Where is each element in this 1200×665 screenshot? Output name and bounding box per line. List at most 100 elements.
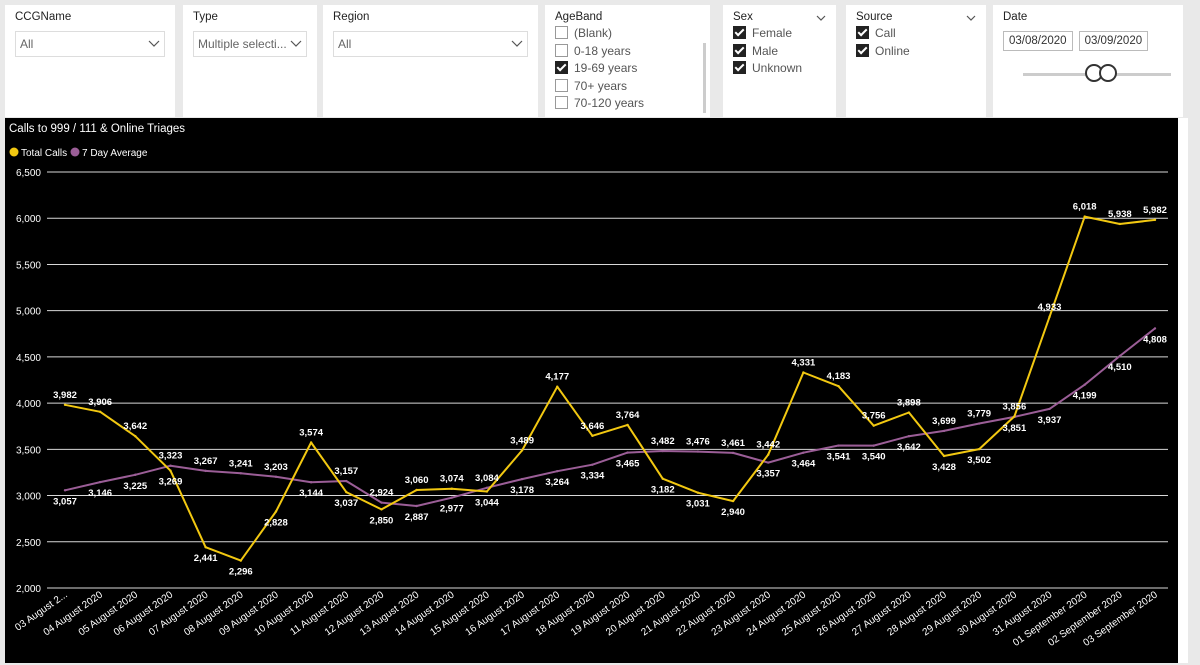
y-tick-label: 3,000 [16,492,41,503]
data-point [626,451,629,454]
source-option-label: Online [875,43,910,58]
data-point [380,501,383,504]
source-option-online[interactable]: Online [856,43,976,61]
x-tick-label: 20 August 2020 [604,589,668,638]
data-label: 3,851 [1002,423,1026,434]
checkbox[interactable] [555,96,568,109]
data-label: 3,074 [440,474,464,485]
data-label: 3,031 [686,499,710,510]
ageband-option-label: 70+ years [574,78,628,93]
data-label: 3,084 [475,473,499,484]
data-point [98,480,102,484]
sex-option-female[interactable]: Female [733,25,826,43]
checkbox-checked[interactable] [733,26,746,39]
chevron-down-icon[interactable] [816,15,826,22]
sex-option-unknown[interactable]: Unknown [733,60,826,78]
data-label: 3,044 [475,497,499,508]
data-point [872,444,875,447]
data-point [802,451,805,454]
checkbox-checked[interactable] [733,43,746,57]
checkbox[interactable] [555,78,568,92]
sex-option-male[interactable]: Male [733,43,826,61]
ccg-dropdown[interactable]: All [15,31,165,57]
chevron-down-icon [511,40,523,47]
y-tick-label: 6,500 [16,168,41,179]
region-dropdown[interactable]: All [333,31,528,57]
ageband-slicer: AgeBand (Blank) 0-18 years 19-69 years 7… [545,5,710,117]
sex-slicer-title: Sex [733,11,753,23]
ageband-option-70-120[interactable]: 70-120 years [555,95,700,113]
type-dropdown[interactable]: Multiple selecti... [193,31,307,57]
data-point [1153,327,1157,330]
ageband-option-blank[interactable]: (Blank) [555,25,700,43]
data-point [485,486,489,489]
x-tick-label: 07 August 2020 [147,589,211,638]
data-point [520,477,524,481]
data-label: 3,057 [53,496,77,507]
data-label: 3,357 [756,469,780,480]
checkbox-checked[interactable] [555,61,568,74]
data-point [274,475,278,478]
chart-vertical-scrollbar[interactable] [1178,118,1188,663]
data-label: 3,037 [334,498,358,509]
ageband-option-70plus[interactable]: 70+ years [555,78,700,96]
ageband-option-19-69[interactable]: 19-69 years [555,60,700,78]
date-slicer: Date 03/08/2020 03/09/2020 [993,5,1183,117]
checkbox-checked[interactable] [856,26,869,39]
chevron-down-icon[interactable] [966,15,976,22]
data-label: 3,642 [897,442,921,453]
x-tick-label: 30 August 2020 [956,589,1020,638]
data-point [837,384,840,388]
data-point [591,463,594,466]
checkbox[interactable] [555,26,568,39]
checkbox-checked[interactable] [856,43,869,57]
data-point [1048,407,1051,411]
series-line-total-calls [64,215,1156,562]
data-label: 4,933 [1038,302,1062,313]
data-point [1083,383,1086,386]
data-point [309,441,313,444]
legend-label-total-calls[interactable]: Total Calls [21,148,67,159]
date-end-input[interactable]: 03/09/2020 [1078,31,1149,51]
date-start-input[interactable]: 03/08/2020 [1003,31,1073,51]
data-label: 3,642 [123,421,147,432]
checkbox-checked[interactable] [733,61,746,74]
data-label: 3,461 [721,438,745,449]
data-label: 3,906 [88,397,112,408]
chevron-down-icon [148,40,160,47]
data-point [1118,222,1122,226]
ageband-option-0-18[interactable]: 0-18 years [555,43,700,61]
data-label: 4,331 [791,358,815,369]
data-point [1118,354,1122,358]
data-point [169,464,172,467]
ageband-scrollbar[interactable] [703,43,706,113]
ccg-slicer-title: CCGName [15,11,72,23]
x-tick-label: 05 August 2020 [77,589,141,638]
type-dropdown-value: Multiple selecti... [198,37,287,51]
series-line-7-day-average [64,327,1156,507]
legend-label-7-day-average[interactable]: 7 Day Average [82,148,148,159]
data-point [556,385,559,388]
x-tick-label: 23 August 2020 [710,589,774,638]
x-tick-label: 17 August 2020 [499,589,563,638]
data-point [1153,218,1157,222]
sex-option-label: Unknown [752,61,803,75]
data-label: 4,183 [827,371,851,382]
data-label: 3,465 [616,459,640,470]
data-label: 3,157 [334,466,358,477]
type-slicer: Type Multiple selecti... [183,5,317,117]
data-point [767,461,770,464]
checkbox[interactable] [555,43,568,57]
data-label: 4,510 [1108,362,1132,373]
x-tick-label: 27 August 2020 [850,589,914,638]
data-label: 6,018 [1073,202,1097,213]
x-tick-label: 24 August 2020 [745,589,809,638]
ageband-slicer-title: AgeBand [555,11,603,23]
data-point [485,490,489,493]
region-slicer-title: Region [333,11,370,23]
date-range-slider-end-handle[interactable] [1099,64,1117,82]
source-slicer-title: Source [856,11,893,23]
ageband-option-label: 70-120 years [574,96,645,110]
source-option-call[interactable]: Call [856,25,976,43]
source-option-label: Call [875,26,896,40]
